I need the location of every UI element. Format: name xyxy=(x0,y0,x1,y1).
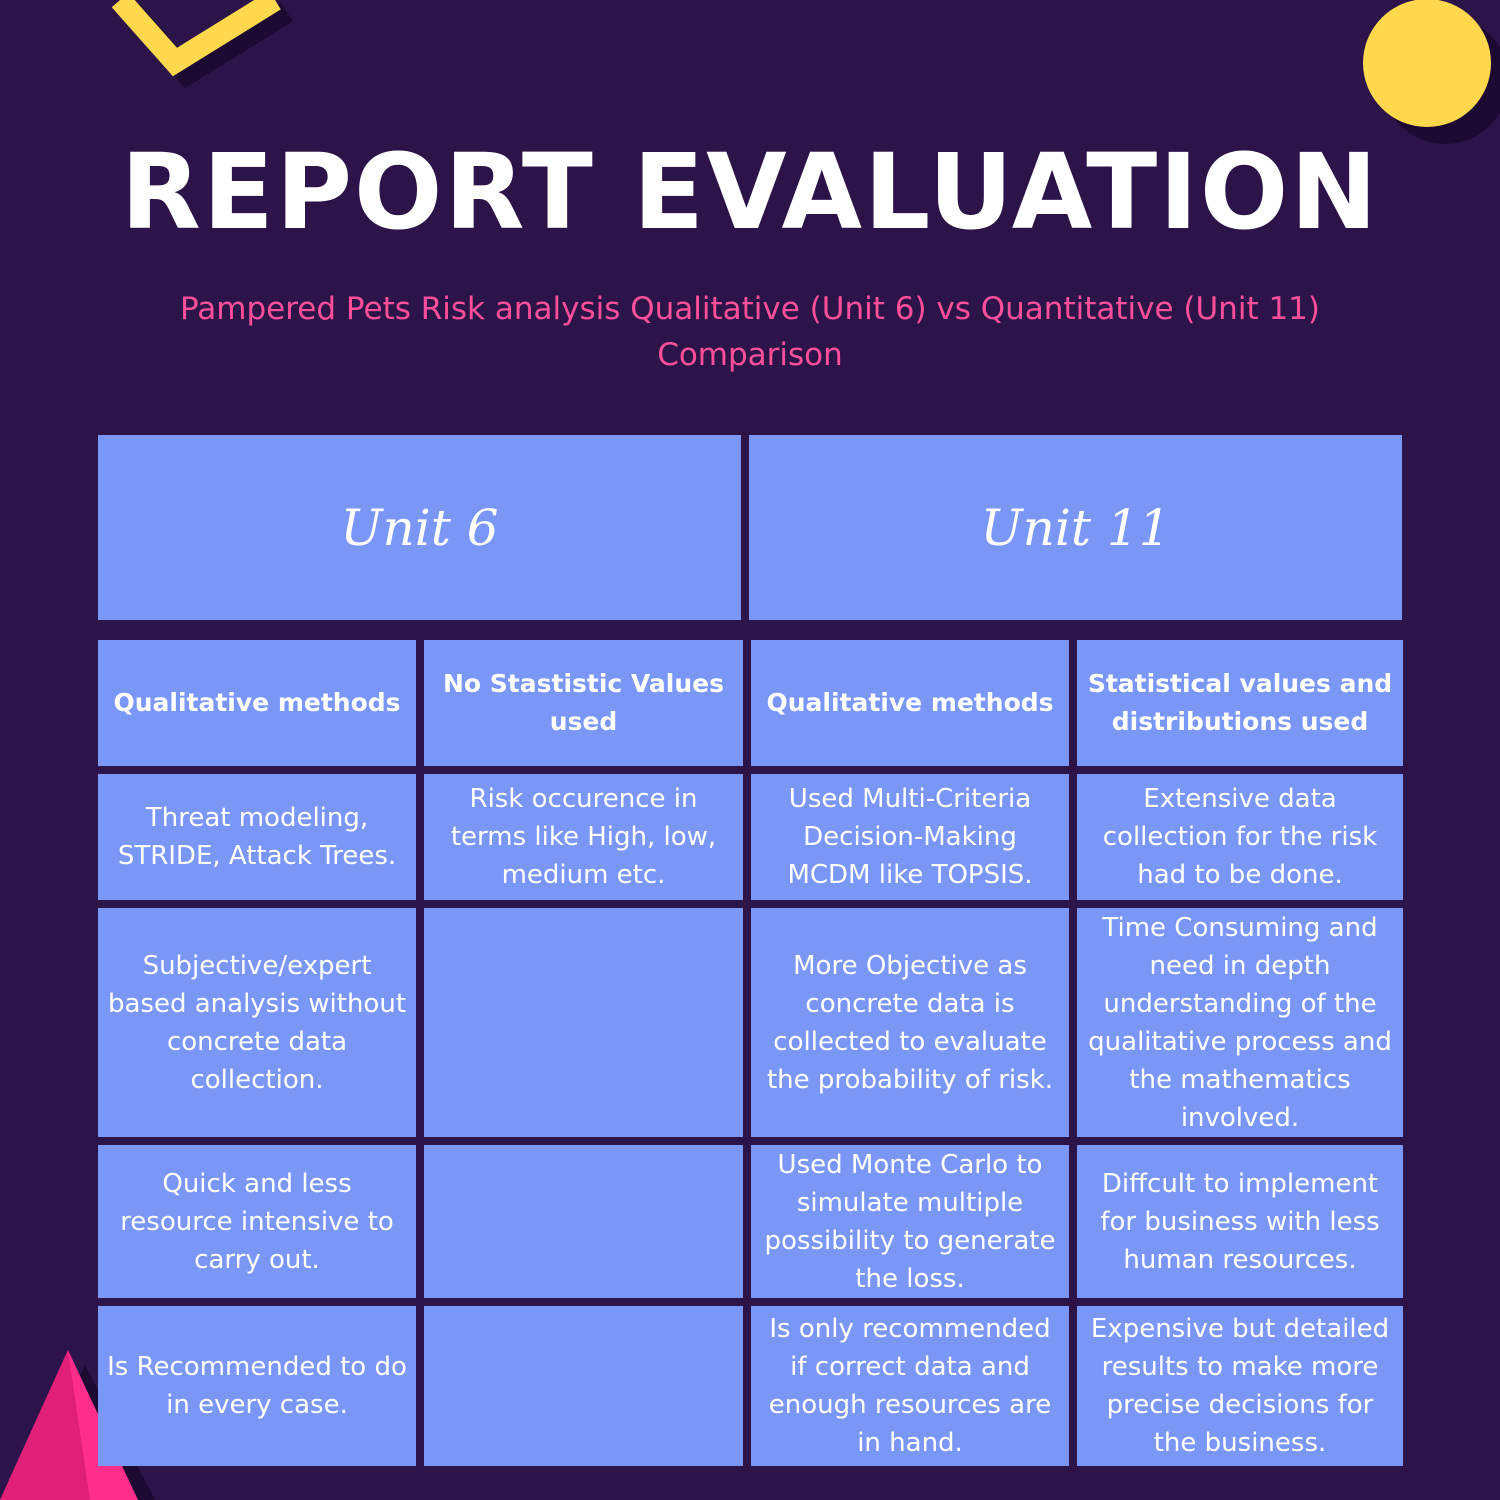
column-header-qualitative-methods: Qualitative methods xyxy=(751,640,1069,766)
yellow-circle xyxy=(1363,0,1491,127)
table-cell: Extensive data collection for the risk h… xyxy=(1077,774,1403,900)
table-cell xyxy=(424,1306,743,1466)
column-header-qualitative-methods: Qualitative methods xyxy=(98,640,416,766)
unit-6-header: Unit 6 xyxy=(98,435,741,620)
yellow-chevron-shape xyxy=(111,0,281,77)
table-cell: Expensive but detailed results to make m… xyxy=(1077,1306,1403,1466)
table-cell xyxy=(424,1145,743,1298)
table-cell: Subjective/expert based analysis without… xyxy=(98,908,416,1137)
table-cell: Is only recommended if correct data and … xyxy=(751,1306,1069,1466)
pink-triangle-facet xyxy=(0,1350,90,1500)
column-header-statistical-values: Statistical values and distributions use… xyxy=(1077,640,1403,766)
table-cell: Diffcult to implement for business with … xyxy=(1077,1145,1403,1298)
table-cell: Time Consuming and need in depth underst… xyxy=(1077,908,1403,1137)
table-cell: Used Multi-Criteria Decision-Making MCDM… xyxy=(751,774,1069,900)
column-header-no-statistic-values: No Stastistic Values used xyxy=(424,640,743,766)
table-cell: Threat modeling, STRIDE, Attack Trees. xyxy=(98,774,416,900)
page-subtitle: Pampered Pets Risk analysis Qualitative … xyxy=(180,291,1320,373)
table-cell: Used Monte Carlo to simulate multiple po… xyxy=(751,1145,1069,1298)
table-cell xyxy=(424,908,743,1137)
page-title: REPORT EVALUATION xyxy=(120,131,1380,253)
table-cell: Risk occurence in terms like High, low, … xyxy=(424,774,743,900)
unit-11-header: Unit 11 xyxy=(749,435,1402,620)
table-cell: More Objective as concrete data is colle… xyxy=(751,908,1069,1137)
table-cell: Quick and less resource intensive to car… xyxy=(98,1145,416,1298)
table-cell: Is Recommended to do in every case. xyxy=(98,1306,416,1466)
